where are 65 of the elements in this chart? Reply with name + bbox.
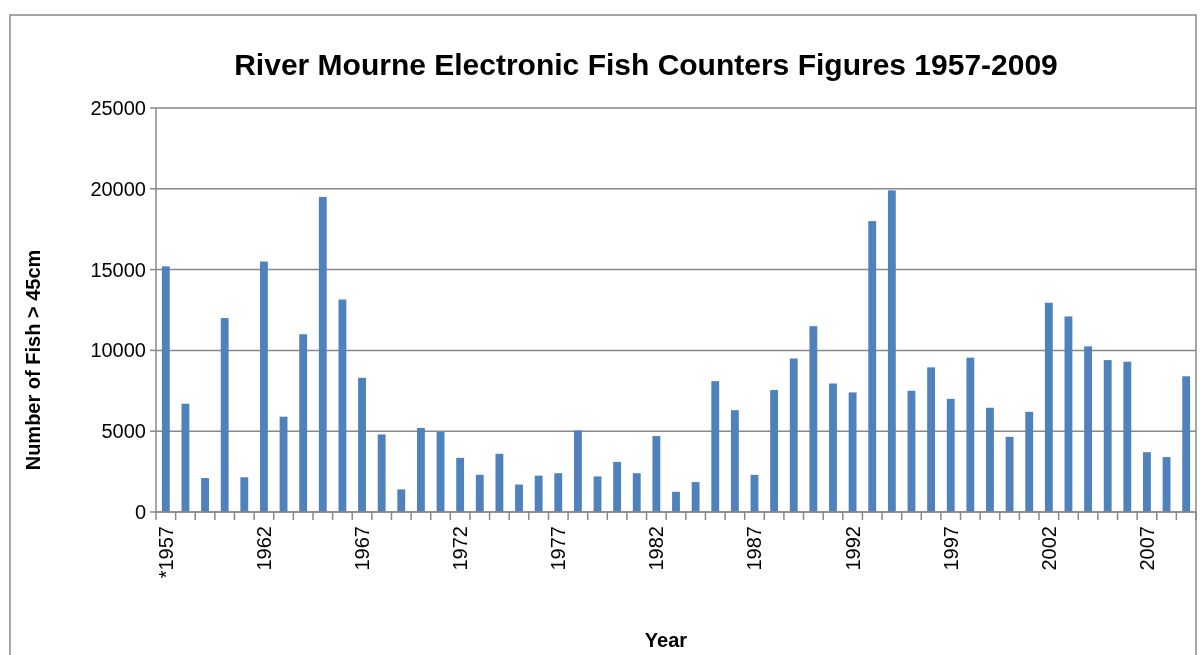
bar	[299, 334, 308, 512]
x-tick-label: 1967	[351, 526, 374, 571]
bar	[1005, 436, 1014, 512]
x-tick-label: 1982	[645, 526, 668, 571]
y-tick-label: 15000	[90, 258, 146, 281]
bar	[887, 190, 896, 512]
y-tick-label: 10000	[90, 339, 146, 362]
bar	[632, 473, 641, 512]
bar	[613, 461, 622, 512]
y-tick-label: 25000	[90, 97, 146, 119]
bar	[946, 398, 955, 512]
bar	[672, 491, 680, 512]
bar	[829, 383, 837, 512]
y-tick-label: 5000	[101, 420, 146, 443]
bar	[534, 475, 543, 512]
x-tick-label: 1972	[449, 526, 472, 571]
bar	[691, 482, 700, 512]
bar	[1084, 346, 1092, 512]
bar	[554, 473, 563, 512]
bar	[318, 196, 327, 512]
bar	[1182, 376, 1191, 512]
bar	[495, 453, 504, 512]
bar	[1025, 411, 1034, 512]
chart-title: River Mourne Electronic Fish Counters Figures 1957-2009	[234, 48, 1058, 81]
bar	[416, 427, 425, 512]
bar	[711, 381, 720, 512]
bar	[730, 410, 739, 512]
x-tick-label: 1997	[939, 526, 962, 571]
bar	[456, 457, 465, 512]
bar	[201, 478, 209, 512]
bar	[475, 474, 484, 512]
bar	[652, 436, 661, 512]
bar	[515, 484, 523, 512]
bar	[240, 477, 249, 512]
bar	[848, 392, 857, 512]
bar	[809, 326, 818, 512]
bar	[770, 389, 779, 512]
x-tick-label: 2002	[1037, 526, 1060, 571]
y-tick-label: 20000	[90, 177, 146, 200]
bar	[161, 266, 170, 512]
bar	[397, 489, 406, 512]
bar	[966, 357, 975, 512]
bar	[1044, 302, 1053, 512]
x-tick-label: *1957	[154, 526, 177, 579]
bar	[260, 261, 268, 512]
bar	[220, 318, 229, 512]
x-tick-label: 1992	[841, 526, 864, 571]
x-tick-label: 1977	[547, 526, 570, 571]
bar	[927, 367, 936, 512]
y-tick-label: 0	[134, 501, 146, 523]
x-tick-label: 1962	[252, 526, 275, 571]
bar	[338, 299, 347, 512]
x-tick-label: 1987	[743, 526, 766, 571]
bar	[986, 407, 994, 512]
bar	[377, 434, 386, 512]
x-axis-title: Year	[644, 629, 688, 651]
bar	[1143, 452, 1151, 512]
bar	[573, 430, 582, 512]
bar	[868, 221, 877, 512]
y-axis-title: Number of Fish > 45cm	[22, 249, 44, 471]
bar	[1103, 360, 1112, 512]
bar	[789, 358, 798, 512]
bar	[1123, 361, 1132, 512]
bar	[358, 377, 366, 512]
x-tick-label: 2007	[1135, 526, 1158, 571]
